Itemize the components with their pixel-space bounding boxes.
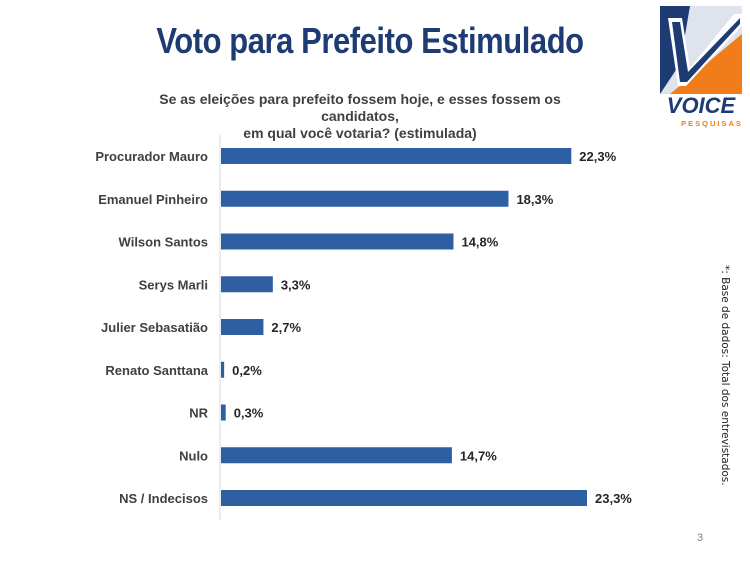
bar — [221, 276, 273, 293]
bar — [221, 319, 264, 335]
logo-tagline-text: PESQUISAS — [681, 119, 742, 128]
chart-subtitle: Se as eleições para prefeito fossem hoje… — [120, 91, 600, 142]
category-label: Serys Marli — [139, 277, 208, 292]
category-label: Emanuel Pinheiro — [98, 192, 208, 207]
subtitle-line-2: em qual você votaria? (estimulada) — [243, 125, 477, 141]
bar — [221, 148, 572, 164]
data-label: 0,2% — [232, 363, 262, 378]
page-title: Voto para Prefeito Estimulado — [156, 20, 584, 61]
data-label: 14,7% — [460, 448, 497, 463]
data-label: 0,3% — [234, 406, 264, 421]
data-label: 23,3% — [595, 491, 632, 506]
data-label: 14,8% — [461, 235, 498, 250]
bar — [221, 404, 226, 421]
data-label: 22,3% — [579, 149, 616, 164]
category-label: Wilson Santos — [119, 235, 208, 250]
logo-brand-text: VOICE — [667, 93, 737, 118]
category-label: NR — [189, 406, 208, 421]
category-label: Nulo — [179, 448, 208, 463]
bar — [221, 361, 225, 378]
category-label: Julier Sebasatião — [101, 320, 208, 335]
bar — [221, 190, 509, 207]
category-label: Renato Santtana — [105, 363, 208, 378]
data-label: 3,3% — [281, 277, 311, 292]
bar — [221, 447, 452, 464]
data-label: 2,7% — [271, 320, 301, 335]
subtitle-line-1: Se as eleições para prefeito fossem hoje… — [159, 91, 561, 124]
voice-logo: VOICE PESQUISAS — [660, 6, 742, 128]
data-label: 18,3% — [516, 192, 553, 207]
base-note: *: Base de dados: Total dos entrevistado… — [719, 265, 731, 486]
page-number: 3 — [697, 532, 704, 544]
category-label: Procurador Mauro — [95, 149, 208, 164]
bar — [221, 490, 587, 506]
category-label: NS / Indecisos — [119, 491, 208, 506]
logo-blue-check — [672, 18, 740, 82]
bar — [221, 233, 454, 250]
bars-layer: Procurador Mauro 22,3% Emanuel Pinheiro 18,… — [95, 148, 632, 506]
